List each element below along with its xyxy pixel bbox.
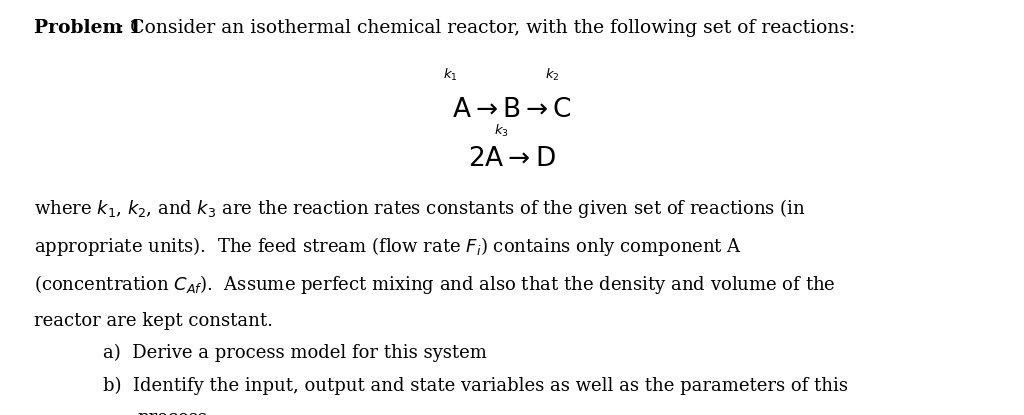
Text: b)  Identify the input, output and state variables as well as the parameters of : b) Identify the input, output and state … (103, 376, 849, 395)
Text: (concentration $C_{Af}$).  Assume perfect mixing and also that the density and v: (concentration $C_{Af}$). Assume perfect… (34, 273, 836, 296)
Text: : Consider an isothermal chemical reactor, with the following set of reactions:: : Consider an isothermal chemical reacto… (118, 19, 855, 37)
Text: $k_3$: $k_3$ (495, 123, 509, 139)
Text: process: process (137, 409, 207, 415)
Text: $\mathrm{A}\rightarrow\mathrm{B}\rightarrow\mathrm{C}$: $\mathrm{A}\rightarrow\mathrm{B}\rightar… (452, 98, 572, 122)
Text: $\mathrm{2A}\rightarrow\mathrm{D}$: $\mathrm{2A}\rightarrow\mathrm{D}$ (468, 146, 556, 171)
Text: appropriate units).  The feed stream (flow rate $F_i$) contains only component A: appropriate units). The feed stream (flo… (34, 235, 741, 258)
Text: $k_2$: $k_2$ (545, 67, 559, 83)
Text: reactor are kept constant.: reactor are kept constant. (34, 312, 272, 330)
Text: $k_1$: $k_1$ (443, 67, 458, 83)
Text: a)  Derive a process model for this system: a) Derive a process model for this syste… (103, 344, 487, 362)
Text: where $k_1$, $k_2$, and $k_3$ are the reaction rates constants of the given set : where $k_1$, $k_2$, and $k_3$ are the re… (34, 197, 806, 220)
Text: Problem 1: Problem 1 (34, 19, 141, 37)
